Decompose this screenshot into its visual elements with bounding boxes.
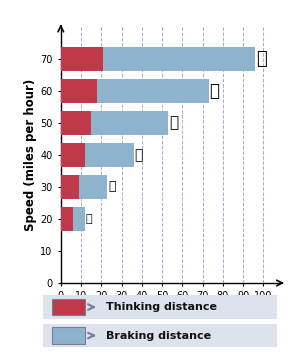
FancyBboxPatch shape	[52, 299, 85, 315]
Text: 🚘: 🚘	[86, 214, 92, 224]
Bar	[61, 47, 103, 71]
X-axis label: Distance (m): Distance (m)	[128, 305, 212, 319]
Bar	[61, 79, 97, 103]
Y-axis label: Speed (miles per hour): Speed (miles per hour)	[24, 79, 37, 231]
Bar	[61, 143, 85, 167]
Text: 🚘: 🚘	[209, 82, 219, 100]
Bar	[97, 79, 209, 103]
Text: 🚘: 🚘	[169, 115, 178, 130]
Bar	[61, 111, 91, 135]
Bar	[79, 175, 107, 199]
Bar	[103, 47, 255, 71]
Bar	[85, 143, 134, 167]
Bar	[61, 175, 79, 199]
Text: 🚘: 🚘	[134, 148, 143, 162]
Text: 🚘: 🚘	[108, 180, 116, 193]
Bar	[61, 207, 73, 231]
Bar	[91, 111, 168, 135]
Text: 🚘: 🚘	[256, 50, 267, 68]
Bar	[73, 207, 85, 231]
Text: Braking distance: Braking distance	[106, 330, 211, 341]
Text: Thinking distance: Thinking distance	[106, 302, 217, 312]
FancyBboxPatch shape	[52, 328, 85, 344]
